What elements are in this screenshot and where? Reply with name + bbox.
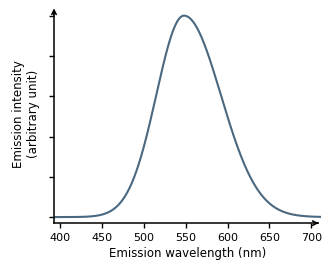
X-axis label: Emission wavelength (nm): Emission wavelength (nm) [109,247,266,260]
Y-axis label: Emission intensity
(arbitrary unit): Emission intensity (arbitrary unit) [12,60,40,168]
